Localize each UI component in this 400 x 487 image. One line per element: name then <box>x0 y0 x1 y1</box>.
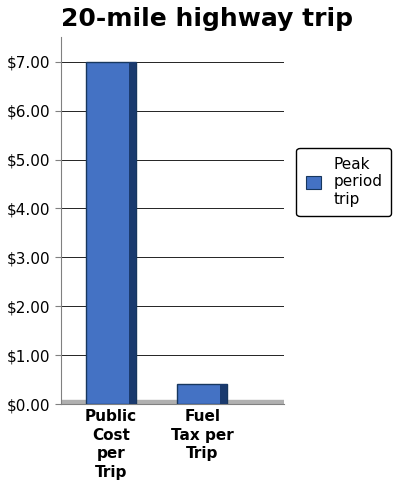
Bar <box>129 61 136 404</box>
Bar <box>86 61 136 404</box>
Bar <box>220 384 227 404</box>
Legend: Peak
period
trip: Peak period trip <box>296 148 391 216</box>
Text: 20-mile highway trip: 20-mile highway trip <box>61 7 353 31</box>
Bar <box>61 400 284 408</box>
Bar <box>177 384 227 404</box>
